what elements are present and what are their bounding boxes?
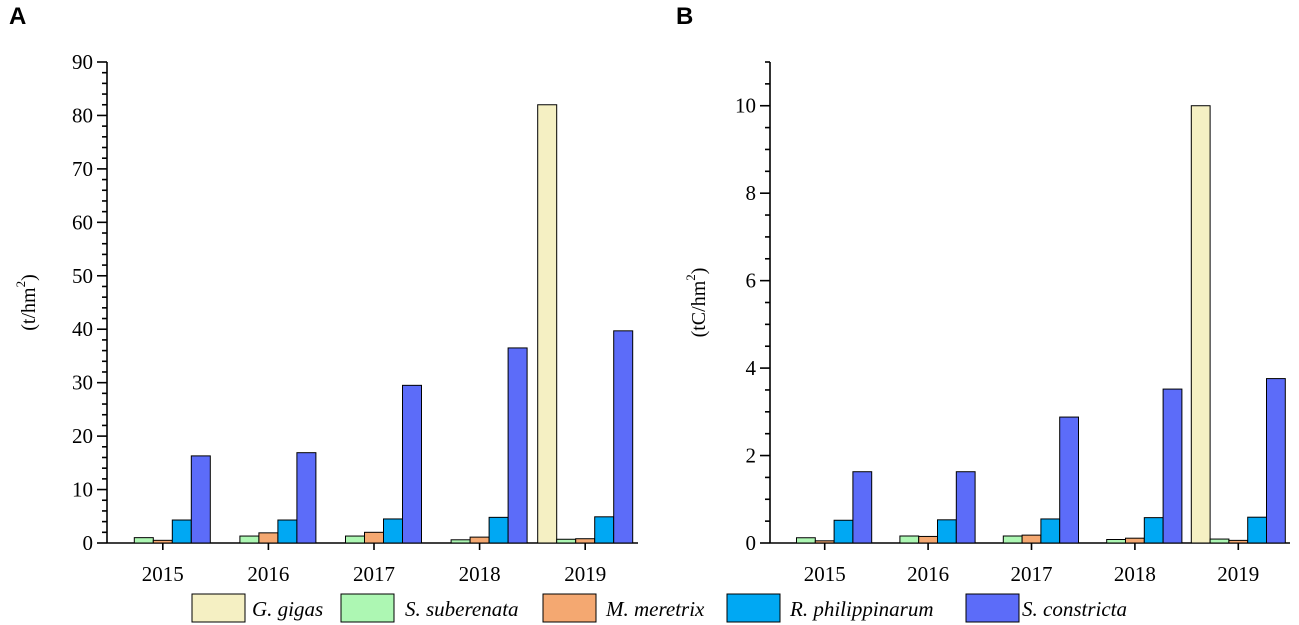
bar-b-2018-s4 <box>1162 388 1183 544</box>
y-tick-label: 4 <box>746 356 757 380</box>
legend-swatch-0 <box>191 593 246 623</box>
y-axis-label-main: (tC/hm <box>688 280 710 337</box>
legend: G. gigas S. suberenata M. meretrix R. phili… <box>191 593 1127 623</box>
y-tick-label: 10 <box>735 94 756 118</box>
x-tick-label: 2015 <box>142 562 184 586</box>
bar-b-2015-s1 <box>796 537 816 544</box>
bar-a-2019-s0 <box>537 104 558 544</box>
bar-a-2019-s1 <box>556 538 577 544</box>
legend-label-3: R. philippinarum <box>789 597 934 621</box>
y-axis-label: (t/hm2) <box>13 274 40 331</box>
bar-b-2017-s4 <box>1059 416 1079 544</box>
y-tick-label: 60 <box>72 210 93 234</box>
bar-a-2015-s1 <box>133 537 154 544</box>
bar-a-2017-s4 <box>402 384 422 544</box>
x-tick-label: 2016 <box>907 562 949 586</box>
x-tick-label: 2016 <box>247 562 289 586</box>
x-tick-label: 2018 <box>1114 562 1156 586</box>
bar-a-2016-s2 <box>258 532 279 544</box>
bar-b-2017-s1 <box>1002 535 1023 544</box>
bar-b-2019-s0 <box>1190 105 1211 544</box>
bar-a-2019-s4 <box>613 330 634 544</box>
legend-label-4: S. constricta <box>1022 597 1127 621</box>
bar-a-2016-s1 <box>239 535 260 544</box>
x-tick-label: 2019 <box>564 562 606 586</box>
bar-b-2015-s3 <box>833 519 854 544</box>
legend-swatch-1 <box>340 593 395 623</box>
x-tick-label: 2017 <box>353 562 395 586</box>
bar-b-2017-s3 <box>1040 518 1061 544</box>
panel-a-letter: A <box>9 3 26 30</box>
x-tick-label: 2017 <box>1011 562 1053 586</box>
y-tick-label: 8 <box>746 181 757 205</box>
y-tick-label: 40 <box>72 317 93 341</box>
x-tick-label: 2018 <box>459 562 501 586</box>
y-axis-label-close: ) <box>688 268 710 275</box>
bar-b-2019-s4 <box>1266 378 1286 544</box>
y-tick-label: 20 <box>72 424 93 448</box>
bar-a-2018-s2 <box>469 536 490 544</box>
legend-swatch-2 <box>542 593 597 623</box>
bar-b-2018-s3 <box>1143 517 1164 544</box>
bar-a-2016-s4 <box>296 452 317 544</box>
bar-a-2018-s3 <box>488 516 509 544</box>
legend-swatch-4 <box>965 593 1020 623</box>
y-tick-label: 80 <box>72 103 93 127</box>
y-tick-label: 2 <box>746 444 757 468</box>
bar-b-2019-s3 <box>1247 516 1267 544</box>
bar-a-2017-s1 <box>345 535 365 544</box>
bar-b-2016-s1 <box>899 535 920 544</box>
y-tick-label: 0 <box>83 531 94 555</box>
y-tick-label: 90 <box>72 50 93 74</box>
bar-a-2016-s3 <box>277 519 298 544</box>
y-tick-label: 30 <box>72 371 93 395</box>
legend-label-1: S. suberenata <box>405 597 519 621</box>
bar-a-2015-s3 <box>171 519 192 544</box>
x-tick-label: 2019 <box>1217 562 1259 586</box>
y-tick-label: 70 <box>72 157 93 181</box>
legend-swatch-3 <box>726 593 781 623</box>
bar-b-2017-s2 <box>1021 534 1042 544</box>
bar-b-2018-s2 <box>1125 537 1145 544</box>
y-axis-label-superscript: 2 <box>13 281 28 288</box>
y-axis-label-superscript: 2 <box>683 274 698 281</box>
bar-b-2018-s1 <box>1106 539 1126 544</box>
y-tick-label: 0 <box>746 531 757 555</box>
y-axis-label-close: ) <box>18 274 40 281</box>
bar-b-2019-s2 <box>1228 539 1249 544</box>
panel-b-letter: B <box>676 3 693 30</box>
y-axis-label: (tC/hm2) <box>683 268 710 338</box>
bar-b-2016-s3 <box>937 519 957 544</box>
legend-label-2: M. meretrix <box>605 597 705 621</box>
bar-a-2015-s4 <box>190 455 211 544</box>
y-tick-label: 50 <box>72 264 93 288</box>
bar-a-2017-s2 <box>364 531 384 544</box>
x-tick-label: 2015 <box>804 562 846 586</box>
y-axis-label-main: (t/hm <box>18 287 40 331</box>
y-tick-label: 10 <box>72 478 93 502</box>
bar-a-2015-s2 <box>152 539 173 544</box>
bar-b-2019-s1 <box>1209 538 1230 544</box>
bar-a-2019-s2 <box>575 538 596 544</box>
bar-a-2017-s3 <box>383 518 403 544</box>
bar-a-2019-s3 <box>594 516 615 544</box>
chart-panel-a: 0 10 20 30 40 50 60 70 80 90 (t/hm2) 2015 2016 2017 20… <box>13 50 638 586</box>
bar-a-2018-s1 <box>450 539 471 544</box>
bar-a-2018-s4 <box>507 347 528 544</box>
bar-b-2015-s2 <box>814 540 835 544</box>
bar-b-2016-s4 <box>955 471 976 544</box>
y-tick-label: 6 <box>746 269 757 293</box>
bar-b-2015-s4 <box>852 471 873 544</box>
legend-label-0: G. gigas <box>252 597 323 621</box>
bar-b-2016-s2 <box>918 535 939 544</box>
